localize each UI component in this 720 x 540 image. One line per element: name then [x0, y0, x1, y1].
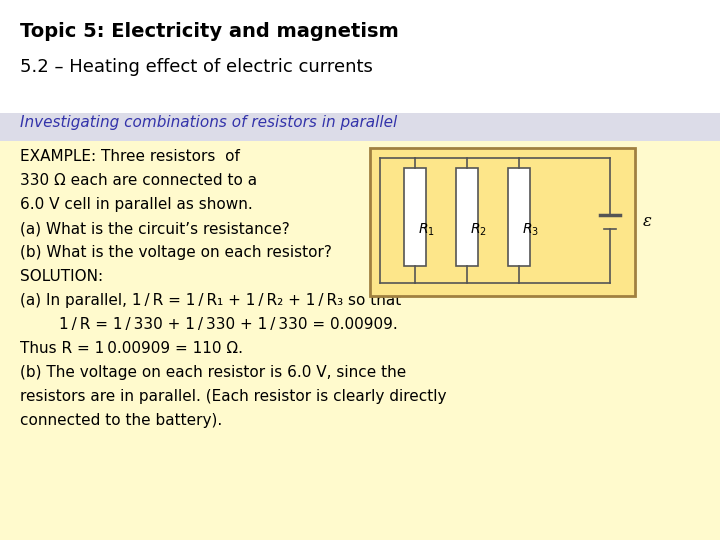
Text: $R_2$: $R_2$: [470, 222, 487, 238]
Bar: [0, 113, 720, 141]
Text: Thus R = 1 0.00909 = 110 Ω.: Thus R = 1 0.00909 = 110 Ω.: [20, 341, 243, 356]
Text: Investigating combinations of resistors in parallel: Investigating combinations of resistors …: [20, 115, 397, 130]
Text: 5.2 – Heating effect of electric currents: 5.2 – Heating effect of electric current…: [20, 58, 373, 76]
Text: connected to the battery).: connected to the battery).: [20, 413, 222, 428]
Text: EXAMPLE: Three resistors  of: EXAMPLE: Three resistors of: [20, 149, 240, 164]
Bar: [370, 148, 635, 296]
Text: (b) The voltage on each resistor is 6.0 V, since the: (b) The voltage on each resistor is 6.0 …: [20, 365, 406, 380]
Bar: [508, 168, 530, 266]
Text: resistors are in parallel. (Each resistor is clearly directly: resistors are in parallel. (Each resisto…: [20, 389, 446, 404]
Text: $R_1$: $R_1$: [418, 222, 435, 238]
Text: $R_3$: $R_3$: [522, 222, 539, 238]
Text: Topic 5: Electricity and magnetism: Topic 5: Electricity and magnetism: [20, 22, 399, 41]
Bar: [0, 0, 720, 113]
Bar: [404, 168, 426, 266]
Text: (a) In parallel, 1 / R = 1 / R₁ + 1 / R₂ + 1 / R₃ so that: (a) In parallel, 1 / R = 1 / R₁ + 1 / R₂…: [20, 293, 401, 308]
Bar: [0, 141, 720, 540]
Bar: [456, 168, 478, 266]
Text: SOLUTION:: SOLUTION:: [20, 269, 103, 284]
Text: ε: ε: [643, 213, 652, 231]
Text: (b) What is the voltage on each resistor?: (b) What is the voltage on each resistor…: [20, 245, 332, 260]
Text: 1 / R = 1 / 330 + 1 / 330 + 1 / 330 = 0.00909.: 1 / R = 1 / 330 + 1 / 330 + 1 / 330 = 0.…: [20, 317, 397, 332]
Text: 330 Ω each are connected to a: 330 Ω each are connected to a: [20, 173, 257, 188]
Text: (a) What is the circuit’s resistance?: (a) What is the circuit’s resistance?: [20, 221, 289, 236]
Text: 6.0 V cell in parallel as shown.: 6.0 V cell in parallel as shown.: [20, 197, 253, 212]
